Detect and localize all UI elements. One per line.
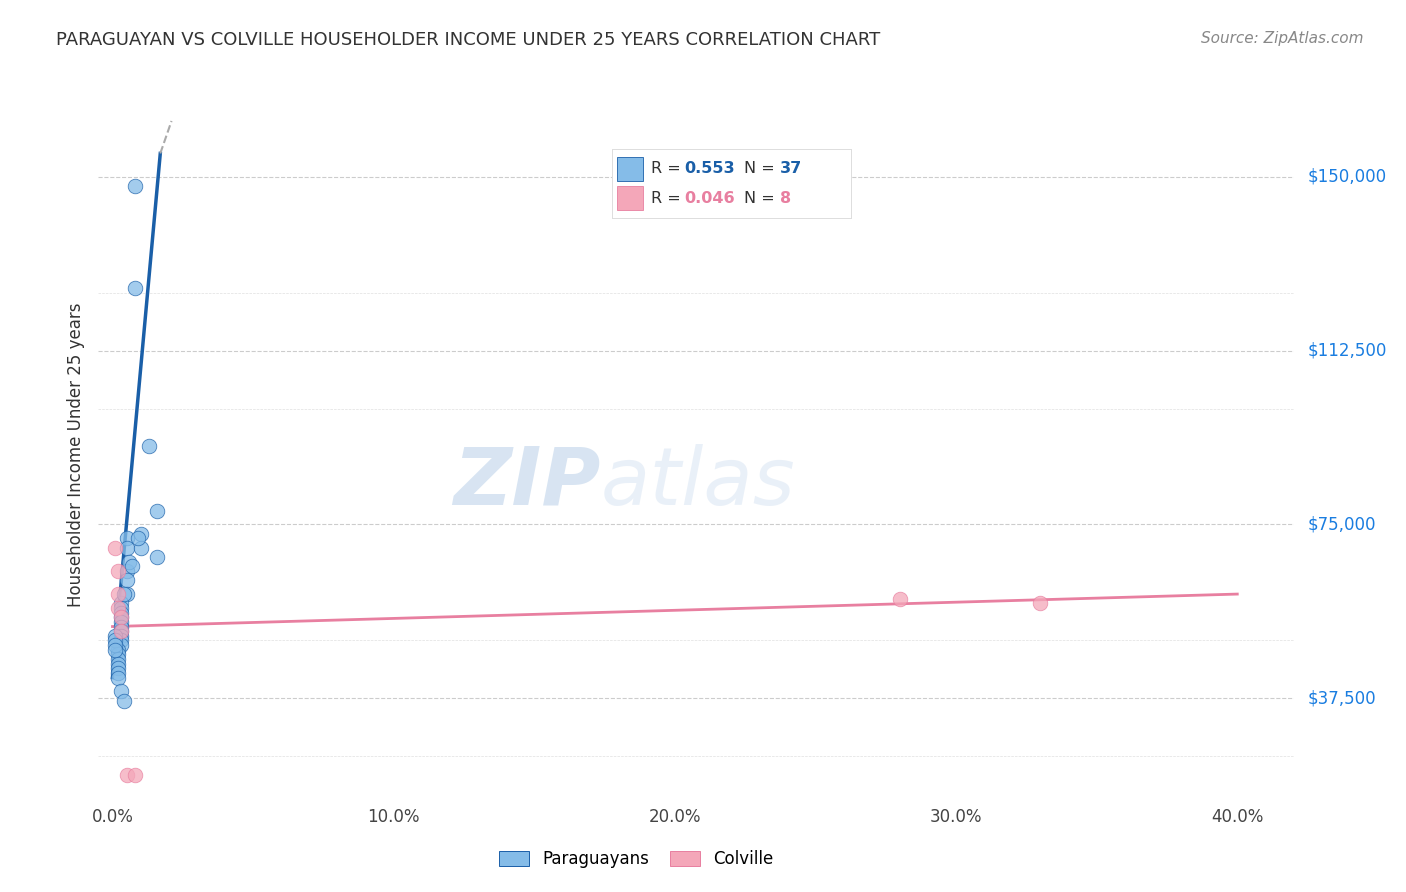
- Point: [107, 564, 129, 578]
- Point: [1029, 596, 1052, 610]
- Text: atlas: atlas: [600, 443, 796, 522]
- Point: [115, 541, 138, 555]
- Point: [138, 439, 160, 453]
- Text: 37: 37: [780, 161, 801, 177]
- Text: 0.046: 0.046: [685, 191, 735, 206]
- Text: $37,500: $37,500: [1308, 690, 1376, 707]
- Text: N =: N =: [744, 161, 780, 177]
- Point: [110, 684, 132, 698]
- Text: $112,500: $112,500: [1308, 342, 1386, 359]
- Point: [146, 549, 169, 564]
- Text: N =: N =: [744, 191, 780, 206]
- Text: 8: 8: [780, 191, 790, 206]
- Point: [110, 610, 132, 624]
- Point: [110, 601, 132, 615]
- Point: [110, 638, 132, 652]
- Point: [124, 281, 146, 295]
- Text: $150,000: $150,000: [1308, 168, 1386, 186]
- Point: [107, 657, 129, 671]
- Point: [115, 564, 138, 578]
- Point: [115, 573, 138, 587]
- Point: [121, 559, 143, 574]
- Point: [107, 648, 129, 662]
- Point: [110, 619, 132, 633]
- Point: [107, 671, 129, 685]
- Text: R =: R =: [651, 191, 686, 206]
- Point: [118, 555, 141, 569]
- Text: 0.553: 0.553: [685, 161, 735, 177]
- Text: ZIP: ZIP: [453, 443, 600, 522]
- Point: [110, 629, 132, 643]
- FancyBboxPatch shape: [617, 157, 644, 181]
- Point: [110, 610, 132, 624]
- Point: [110, 615, 132, 629]
- Point: [124, 178, 146, 193]
- Point: [129, 526, 152, 541]
- Point: [107, 661, 129, 675]
- Point: [110, 624, 132, 639]
- Text: $75,000: $75,000: [1308, 516, 1376, 533]
- Point: [124, 768, 146, 782]
- Point: [110, 606, 132, 620]
- Point: [115, 587, 138, 601]
- Text: PARAGUAYAN VS COLVILLE HOUSEHOLDER INCOME UNDER 25 YEARS CORRELATION CHART: PARAGUAYAN VS COLVILLE HOUSEHOLDER INCOM…: [56, 31, 880, 49]
- Point: [104, 541, 127, 555]
- Point: [889, 591, 911, 606]
- Point: [127, 532, 149, 546]
- Point: [115, 768, 138, 782]
- Text: R =: R =: [651, 161, 686, 177]
- Point: [104, 633, 127, 648]
- Point: [112, 694, 135, 708]
- Point: [104, 642, 127, 657]
- FancyBboxPatch shape: [617, 186, 644, 211]
- Y-axis label: Householder Income Under 25 years: Householder Income Under 25 years: [67, 302, 86, 607]
- Point: [104, 629, 127, 643]
- Point: [110, 624, 132, 639]
- Point: [129, 541, 152, 555]
- Legend: Paraguayans, Colville: Paraguayans, Colville: [492, 843, 780, 874]
- Point: [107, 587, 129, 601]
- Point: [112, 587, 135, 601]
- Text: Source: ZipAtlas.com: Source: ZipAtlas.com: [1201, 31, 1364, 46]
- Point: [110, 596, 132, 610]
- Point: [104, 638, 127, 652]
- Point: [107, 652, 129, 666]
- Point: [107, 665, 129, 680]
- Point: [115, 532, 138, 546]
- Point: [107, 642, 129, 657]
- Point: [107, 601, 129, 615]
- Point: [146, 503, 169, 517]
- Point: [110, 633, 132, 648]
